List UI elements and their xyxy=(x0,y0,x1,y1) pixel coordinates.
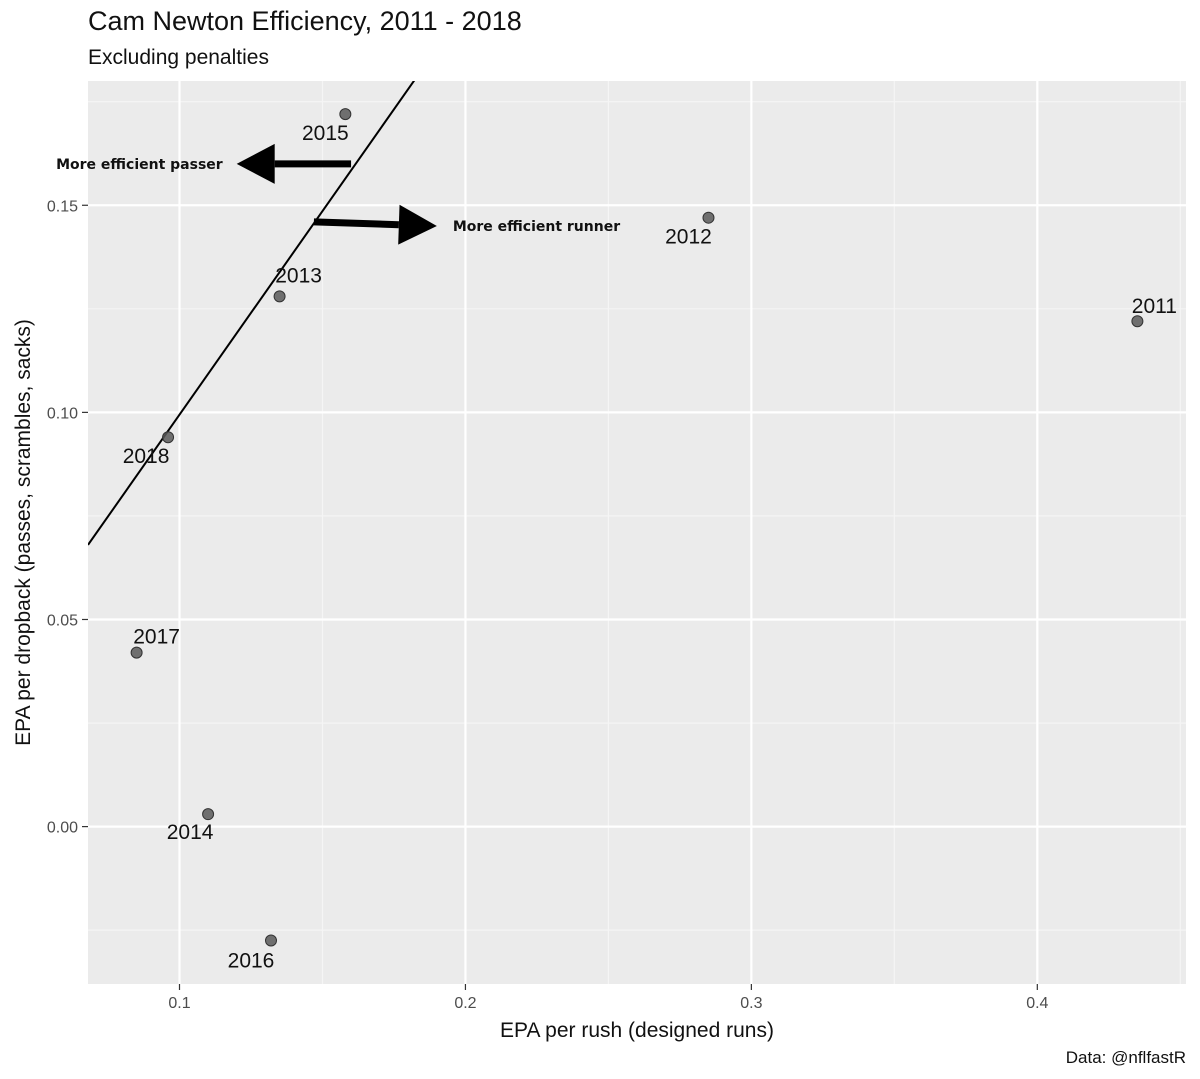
chart-title: Cam Newton Efficiency, 2011 - 2018 xyxy=(88,6,522,36)
point-label: 2015 xyxy=(302,122,349,145)
point-labels: 2011 2012 2013 2014 2015 2016 2017 2018 xyxy=(123,122,1177,972)
annotation-label: More efficient passer xyxy=(56,157,223,173)
annotation-label: More efficient runner xyxy=(453,219,620,235)
x-axis-ticks: 0.1 0.2 0.3 0.4 xyxy=(168,984,1049,1012)
y-tick-label: 0.10 xyxy=(47,405,78,422)
plot-panel xyxy=(88,81,1186,984)
y-tick-label: 0.00 xyxy=(47,820,78,837)
data-point xyxy=(202,808,215,821)
point-label: 2011 xyxy=(1132,295,1177,318)
x-tick-label: 0.4 xyxy=(1026,995,1048,1012)
point-label: 2017 xyxy=(133,626,180,649)
x-tick-label: 0.1 xyxy=(168,995,190,1012)
point-label: 2016 xyxy=(228,950,275,973)
y-tick-label: 0.05 xyxy=(47,612,78,629)
x-tick-label: 0.2 xyxy=(454,995,476,1012)
data-points xyxy=(130,108,1144,947)
reference-line xyxy=(88,81,416,546)
point-label: 2018 xyxy=(123,445,170,468)
data-point xyxy=(265,934,277,947)
annotation-arrow-head xyxy=(398,204,437,245)
data-point xyxy=(339,108,352,121)
reference-line-group xyxy=(88,81,416,546)
y-axis-title: EPA per dropback (passes, scrambles, sac… xyxy=(12,319,35,746)
data-point xyxy=(702,211,715,224)
chart-caption: Data: @nflfastR xyxy=(1065,1048,1186,1067)
x-axis-title: EPA per rush (designed runs) xyxy=(500,1019,774,1042)
annotation-arrow-shaft xyxy=(313,218,399,229)
point-label: 2013 xyxy=(275,264,322,287)
data-point xyxy=(1131,315,1144,328)
annotation-arrow-head xyxy=(236,143,275,184)
y-axis-ticks: 0.00 0.05 0.10 0.15 xyxy=(47,198,88,837)
point-label: 2014 xyxy=(167,821,214,844)
grid-minor xyxy=(88,81,1186,984)
annotation-arrows: More efficient passer More efficient runn… xyxy=(56,143,620,245)
y-tick-label: 0.15 xyxy=(47,198,78,215)
x-tick-label: 0.3 xyxy=(740,995,762,1012)
grid-major xyxy=(88,81,1186,984)
data-point xyxy=(273,290,286,303)
chart-subtitle: Excluding penalties xyxy=(88,46,269,69)
data-point xyxy=(162,431,175,444)
point-label: 2012 xyxy=(665,226,712,249)
data-point xyxy=(130,646,143,659)
